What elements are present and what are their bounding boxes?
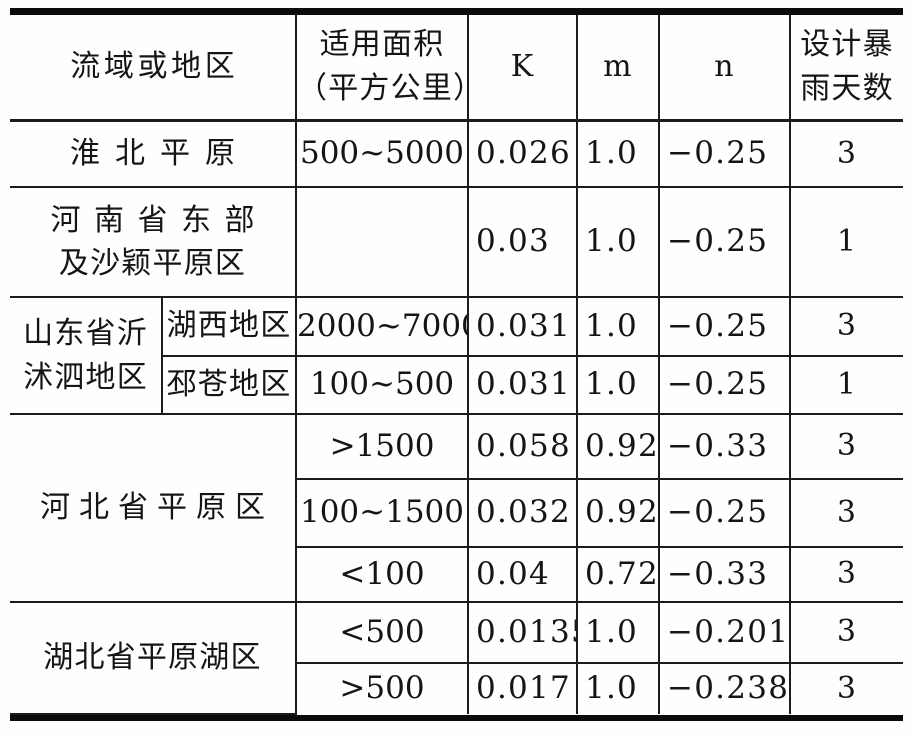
region-line2: 及沙颖平原区 (58, 246, 247, 281)
n-cell: −0.25 (658, 478, 791, 548)
header-days: 设计暴 雨天数 (789, 15, 903, 122)
area-cell: <500 (295, 601, 469, 664)
area-cell: 500~5000 (295, 119, 469, 188)
table-row: 河南省东部 及沙颖平原区 0.03 1.0 −0.25 1 (10, 186, 903, 298)
table-row: 河北省平原区 >1500 0.058 0.92 −0.33 3 (10, 413, 903, 603)
days-cell: 3 (789, 601, 903, 664)
k-cell: 0.026 (467, 119, 578, 188)
table-row: >500 0.017 1.0 −0.238 3 (10, 662, 903, 714)
days-cell: 3 (789, 296, 903, 357)
table-row: 100~1500 0.032 0.92 −0.25 3 (10, 478, 903, 548)
n-cell: −0.25 (658, 296, 791, 357)
header-k: K (467, 15, 578, 122)
area-cell: >500 (296, 662, 469, 714)
days-cell: 3 (789, 119, 903, 188)
n-cell: −0.33 (658, 546, 791, 603)
m-cell: 1.0 (576, 662, 660, 714)
region-group-cell: 湖北省平原湖区 (10, 601, 297, 715)
n-cell: −0.25 (658, 355, 791, 415)
area-cell (295, 186, 469, 298)
k-cell: 0.03 (467, 186, 578, 298)
days-cell: 3 (789, 478, 903, 548)
k-cell: 0.031 (467, 355, 578, 415)
k-cell: 0.017 (467, 662, 578, 714)
n-cell: −0.25 (658, 119, 791, 188)
n-cell: −0.33 (658, 413, 791, 480)
subregion-cell: 湖西地区 (161, 296, 297, 357)
area-cell: 100~500 (295, 355, 469, 415)
table-row: 湖北省平原湖区 <500 0.0135 1.0 −0.201 3 (10, 601, 903, 715)
table-row: 邳苍地区 100~500 0.031 1.0 −0.25 1 (10, 355, 903, 415)
subregion-cell: 邳苍地区 (162, 355, 297, 415)
header-n: n (658, 15, 791, 122)
days-cell: 3 (789, 413, 903, 480)
header-row: 流域或地区 适用面积 （平方公里） K m n 设计暴 雨天数 (10, 15, 903, 122)
days-cell: 1 (789, 355, 903, 415)
m-cell: 1.0 (576, 119, 660, 188)
n-cell: −0.238 (658, 662, 791, 714)
m-cell: 0.72 (576, 546, 660, 603)
table-row: 淮北平原 500~5000 0.026 1.0 −0.25 3 (10, 119, 903, 188)
k-cell: 0.031 (467, 296, 578, 357)
header-area: 适用面积 （平方公里） (295, 15, 469, 122)
m-cell: 0.92 (576, 478, 660, 548)
region-group-line2: 沭泗地区 (23, 359, 148, 395)
header-area-line2: （平方公里） (297, 70, 468, 106)
region-cell: 淮北平原 (10, 119, 297, 188)
region-group-line1: 山东省沂 (23, 316, 148, 351)
n-cell: −0.25 (658, 186, 791, 298)
area-cell: <100 (296, 546, 469, 603)
n-cell: −0.201 (658, 601, 791, 664)
parameters-table-frame: 流域或地区 适用面积 （平方公里） K m n 设计暴 雨天数 淮北平原 (10, 8, 903, 721)
days-cell: 3 (789, 546, 903, 603)
days-cell: 3 (789, 662, 903, 714)
k-cell: 0.04 (467, 546, 578, 603)
m-cell: 1.0 (576, 296, 660, 357)
region-group-cell: 河北省平原区 (10, 413, 297, 603)
header-m: m (576, 15, 660, 122)
parameters-table: 流域或地区 适用面积 （平方公里） K m n 设计暴 雨天数 淮北平原 (10, 15, 903, 715)
header-days-line1: 设计暴 (800, 27, 894, 63)
region-line1: 河南省东部 (50, 202, 268, 238)
m-cell: 1.0 (576, 355, 660, 415)
header-days-line2: 雨天数 (800, 70, 894, 106)
k-cell: 0.0135 (467, 601, 578, 664)
header-area-line1: 适用面积 (319, 27, 445, 63)
k-cell: 0.058 (467, 413, 578, 480)
days-cell: 1 (789, 186, 903, 298)
header-region: 流域或地区 (10, 15, 297, 122)
area-cell: 100~1500 (296, 478, 469, 548)
table-row: <100 0.04 0.72 −0.33 3 (10, 546, 903, 603)
area-cell: >1500 (295, 413, 469, 480)
m-cell: 1.0 (576, 186, 660, 298)
region-cell: 河南省东部 及沙颖平原区 (10, 186, 297, 298)
k-cell: 0.032 (467, 478, 578, 548)
m-cell: 1.0 (576, 601, 660, 664)
area-cell: 2000~7000 (295, 296, 469, 357)
table-row: 山东省沂 沭泗地区 湖西地区 2000~7000 0.031 1.0 −0.25… (10, 296, 903, 415)
region-group-cell: 山东省沂 沭泗地区 (10, 296, 163, 415)
m-cell: 0.92 (576, 413, 660, 480)
